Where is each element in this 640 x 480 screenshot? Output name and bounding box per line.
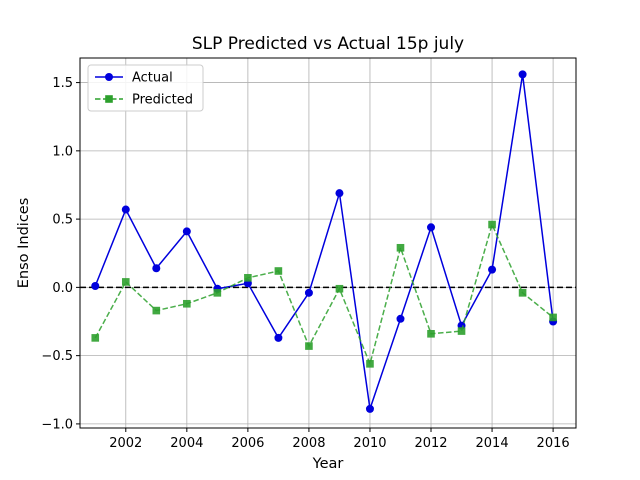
y-tick-label: 0.0 <box>52 281 73 296</box>
series-actual-point <box>335 189 344 198</box>
legend-marker-square <box>105 95 113 103</box>
plot-frame <box>79 57 577 429</box>
y-tick-label: −1.0 <box>41 417 73 432</box>
series-predicted-point <box>427 329 435 338</box>
legend-item-actual: Actual <box>95 71 173 86</box>
series-actual <box>91 70 558 413</box>
series-predicted-point <box>91 334 100 342</box>
series-predicted <box>91 220 557 368</box>
legend-marker-circle <box>105 73 113 81</box>
x-tick-label: 2004 <box>170 436 203 451</box>
series-actual-point <box>274 333 283 342</box>
series-actual-line <box>94 74 554 410</box>
series-predicted-point <box>213 289 222 297</box>
series-predicted-point <box>183 299 191 308</box>
y-axis-ticks: −1.0 −0.5 0.0 0.5 1.0 1.5 <box>41 76 80 432</box>
series-predicted-point <box>549 313 557 322</box>
series-actual-point <box>304 288 313 297</box>
legend: Actual Predicted <box>87 64 204 112</box>
series-predicted-point <box>396 243 405 252</box>
series-predicted-point <box>305 342 313 350</box>
x-tick-label: 2006 <box>231 436 264 451</box>
y-tick-label: 1.5 <box>52 76 73 91</box>
chart-title: SLP Predicted vs Actual 15p july <box>192 34 464 54</box>
series-actual-point <box>488 265 497 274</box>
y-tick-label: −0.5 <box>41 349 73 364</box>
series-layer <box>91 70 558 413</box>
y-tick-label: 1.0 <box>52 144 73 159</box>
series-actual-point <box>91 282 100 291</box>
x-axis-label: Year <box>312 456 344 472</box>
x-tick-label: 2010 <box>353 436 386 451</box>
series-actual-point <box>365 404 374 413</box>
x-tick-label: 2014 <box>476 436 509 451</box>
series-predicted-point <box>518 289 527 297</box>
series-actual-point <box>121 205 130 214</box>
legend-item-predicted: Predicted <box>95 93 193 108</box>
legend-label-predicted: Predicted <box>132 93 193 108</box>
x-tick-label: 2016 <box>537 436 570 451</box>
series-predicted-point <box>488 220 496 229</box>
series-actual-point <box>182 227 191 236</box>
series-predicted-point <box>121 278 130 286</box>
series-predicted-point <box>335 284 344 293</box>
x-tick-label: 2012 <box>414 436 447 451</box>
series-predicted-point <box>457 327 466 335</box>
series-predicted-point <box>244 274 252 282</box>
series-predicted-point <box>152 306 161 315</box>
x-axis-ticks: 2002 2004 2006 2008 2010 2012 2014 2016 <box>109 428 570 451</box>
legend-label-actual: Actual <box>132 71 173 86</box>
plot-area <box>80 58 576 428</box>
y-axis-label: Enso Indices <box>16 198 32 289</box>
x-tick-label: 2002 <box>109 436 142 451</box>
series-actual-point <box>427 223 436 232</box>
series-actual-point <box>518 70 527 79</box>
x-tick-label: 2008 <box>292 436 325 451</box>
series-predicted-line <box>94 222 554 367</box>
series-predicted-point <box>366 360 374 368</box>
series-actual-point <box>396 314 405 323</box>
y-tick-label: 0.5 <box>52 213 73 228</box>
series-actual-point <box>152 264 161 273</box>
series-predicted-point <box>274 267 283 275</box>
